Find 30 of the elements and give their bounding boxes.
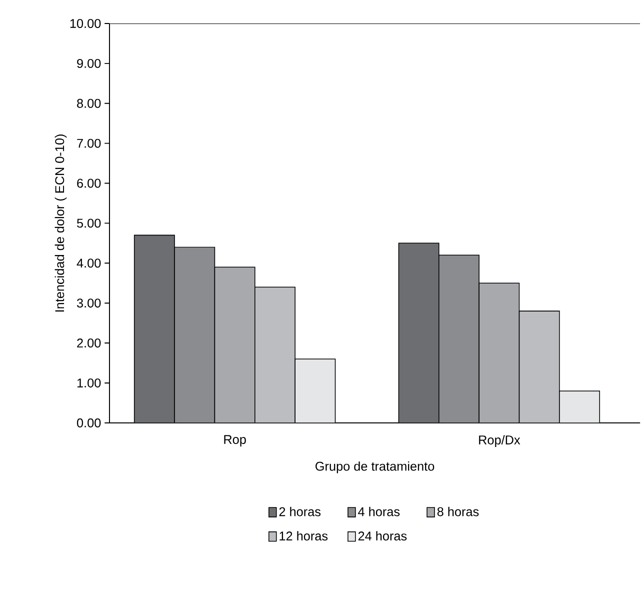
legend-label: 8 horas: [437, 506, 479, 516]
bar: [559, 390, 600, 423]
y-tick-label: 2.00: [77, 338, 101, 348]
y-tick-label: 7.00: [77, 138, 101, 148]
x-tick-label: Rop/Dx: [479, 435, 520, 447]
x-tick-label: Rop: [224, 435, 246, 446]
bar: [254, 286, 296, 423]
y-tick-label: 6.00: [77, 178, 101, 188]
legend-label: 12 horas: [280, 531, 328, 540]
legend-label: 2 horas: [279, 506, 321, 516]
bar: [294, 358, 336, 423]
legend-label: 4 horas: [358, 506, 400, 516]
y-tick-label: 3.00: [76, 298, 101, 308]
y-tick-label: 9.00: [77, 58, 101, 68]
x-axis-title: Grupo de tratamiento: [316, 461, 434, 474]
y-tick-label: 1.00: [77, 378, 101, 388]
y-tick-label: 10.00: [70, 18, 101, 28]
legend-label: 24 horas: [358, 531, 407, 540]
bar: [174, 246, 216, 423]
y-tick-label: 5.00: [76, 218, 101, 228]
bar: [438, 254, 480, 423]
y-tick-label: 0.00: [76, 418, 101, 428]
bar: [214, 266, 256, 423]
y-tick-label: 4.00: [76, 258, 101, 268]
bar: [134, 234, 175, 423]
y-tick-label: 8.00: [77, 98, 101, 108]
bar: [398, 242, 440, 423]
bar: [478, 282, 520, 423]
y-axis-title: Intencidad de dolor ( ECN 0-10): [54, 134, 67, 312]
bar: [518, 310, 560, 423]
